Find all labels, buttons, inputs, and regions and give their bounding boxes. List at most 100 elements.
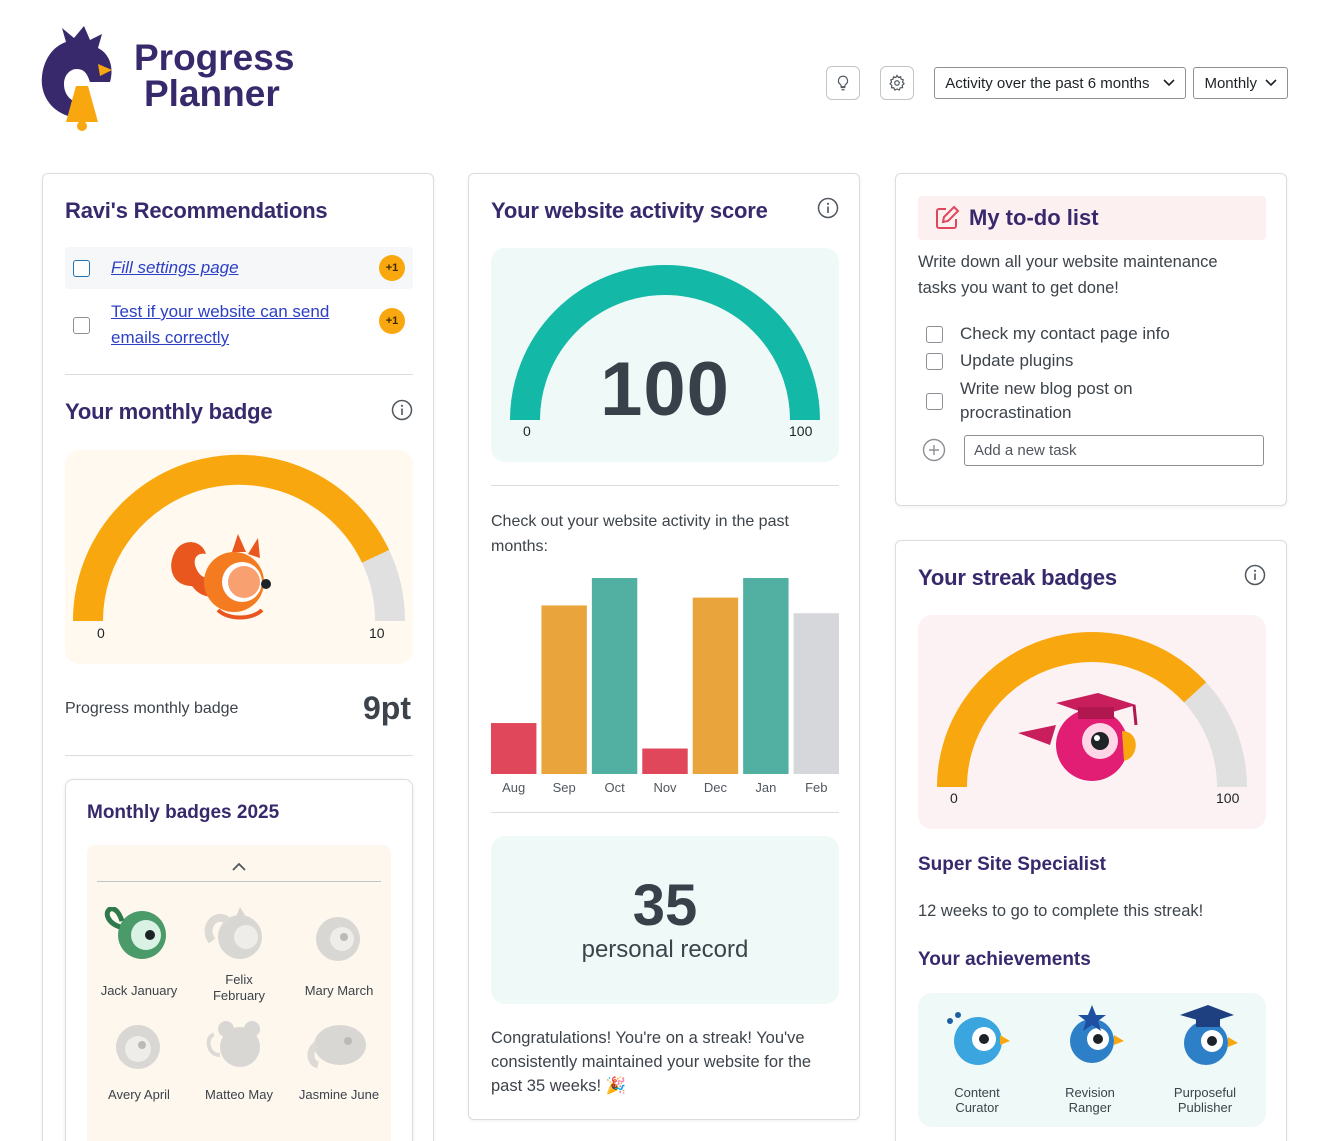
divider [65,755,413,756]
monthly-badge-gauge: 0 10 [65,450,413,664]
x-tick-label: Sep [553,780,576,795]
penguin-badge-icon [116,1025,160,1069]
todo-checkbox[interactable] [926,393,943,410]
todo-header: My to-do list [918,196,1266,240]
logo-mark-icon [41,26,112,131]
divider [65,374,413,375]
achievements-panel: Content Curator Revision Ranger Purposef… [918,993,1266,1127]
streak-gauge: 0 100 [918,615,1266,829]
logo[interactable]: Progress Planner [40,24,294,132]
gauge-min-label: 0 [950,790,958,806]
x-tick-label: Aug [502,780,525,795]
gauge-min-label: 0 [523,423,531,439]
gauge-min-label: 0 [97,625,105,641]
frequency-select[interactable]: Monthly [1193,67,1288,99]
activity-description: Check out your website activity in the p… [491,513,789,555]
header-controls: Activity over the past 6 months Monthly [826,66,1288,100]
bar-sep [541,605,587,774]
tour-button[interactable] [826,66,861,100]
streak-message: Congratulations! You're on a streak! You… [491,1029,812,1095]
header: Progress Planner Activity over the past … [40,24,1288,134]
streak-title: Your streak badges [918,565,1117,590]
activity-score-title: Your website activity score [491,198,768,223]
recommendation-link[interactable]: Fill settings page [111,258,239,277]
activity-score-value: 100 [600,347,730,432]
achievement-label: Purposeful Publisher [1173,1085,1237,1115]
chevron-down-icon [1163,79,1176,87]
logo-wordmark: Progress Planner [134,37,295,112]
mouse-badge-icon [206,1021,260,1067]
badge-label: Jasmine June [298,1087,380,1102]
chameleon-badge-icon [104,907,166,959]
activity-range-select[interactable]: Activity over the past 6 months [934,67,1187,99]
gauge-max-label: 100 [789,423,813,439]
gauge-max-label: 10 [369,625,385,641]
bar-oct [591,578,638,774]
streak-card: Your streak badges 0 100 Super Site Spec… [895,540,1287,1141]
badge-label: Avery April [108,1087,170,1102]
streak-badge-name: Super Site Specialist [918,854,1106,875]
badges-grid: Jack January Felix February Mary March A… [87,845,391,1141]
personal-record-label: personal record [581,936,749,963]
recommendation-checkbox[interactable] [73,259,90,277]
todo-item[interactable]: Update plugins [926,349,1073,373]
activity-range-value: Activity over the past 6 months [945,74,1150,92]
bar-nov [642,748,688,774]
personal-record-number: 35 [632,873,698,938]
monthly-badge-points: 9pt [363,690,411,726]
activity-bar-chart: Aug Sep Oct Nov Dec Jan Feb [491,578,839,795]
chevron-down-icon [1265,79,1277,87]
add-circle-icon[interactable] [922,438,946,462]
bar-aug [491,723,537,774]
owl-badge-icon [316,917,360,961]
recommendation-item[interactable]: Test if your website can send emails cor… [65,298,413,352]
x-tick-label: Nov [653,780,677,795]
monthly-gauge-arc [72,454,406,622]
badge-label: Felix February [212,972,266,1003]
monthly-badge-label: Progress monthly badge [65,700,239,717]
personal-record-box: 35 personal record [491,836,839,1004]
x-tick-label: Feb [805,780,827,795]
left-column-card: Ravi's Recommendations Fill settings pag… [42,173,434,1141]
badge-label: Jack January [100,983,178,998]
info-icon[interactable] [1244,564,1266,586]
achievements-title: Your achievements [918,949,1091,970]
todo-checkbox[interactable] [926,353,943,370]
bar-feb [793,613,839,774]
badge-label: Mary March [304,983,374,998]
recommendation-item[interactable]: Fill settings page +1 [65,247,413,289]
todo-item-label: Check my contact page info [960,324,1170,343]
recommendation-link[interactable]: Test if your website can send emails cor… [111,302,330,347]
achievement-label: Revision Ranger [1065,1085,1115,1115]
todo-checkbox[interactable] [926,326,943,343]
todo-item-label: Write new blog post on procrastination [960,379,1133,422]
add-task-input[interactable]: Add a new task [964,435,1264,466]
settings-button[interactable] [880,66,915,100]
divider [491,812,839,813]
monthly-badges-panel: Monthly badges 2025 Jack January Felix F… [65,779,413,1141]
info-icon[interactable] [817,197,839,219]
todo-item[interactable]: Write new blog post on procrastination [926,377,1170,425]
recommendation-checkbox[interactable] [73,316,90,334]
points-badge: +1 [379,255,405,281]
squirrel-badge-icon [171,534,271,620]
add-task-placeholder: Add a new task [974,442,1077,459]
logo-line-1: Progress [134,37,295,78]
monthly-badge-title: Your monthly badge [65,399,273,424]
achievement-label: Content Curator [954,1085,1000,1115]
info-icon[interactable] [391,399,413,421]
lightbulb-icon [838,75,849,91]
todo-card: My to-do list Write down all your websit… [895,173,1287,506]
gear-icon [889,74,906,91]
content-curator-badge-icon [947,1012,1010,1065]
activity-gauge-arc [510,265,820,421]
chevron-up-icon[interactable] [231,862,247,872]
activity-score-card: Your website activity score 100 0 100 Ch… [468,173,860,1120]
streak-gauge-arc [937,632,1247,788]
todo-item[interactable]: Check my contact page info [926,322,1170,346]
gauge-max-label: 100 [1216,790,1240,806]
fox-badge-icon [204,907,262,959]
todo-item-label: Update plugins [960,351,1074,370]
elephant-badge-icon [307,1025,366,1069]
parrot-badge-icon [1018,693,1138,781]
